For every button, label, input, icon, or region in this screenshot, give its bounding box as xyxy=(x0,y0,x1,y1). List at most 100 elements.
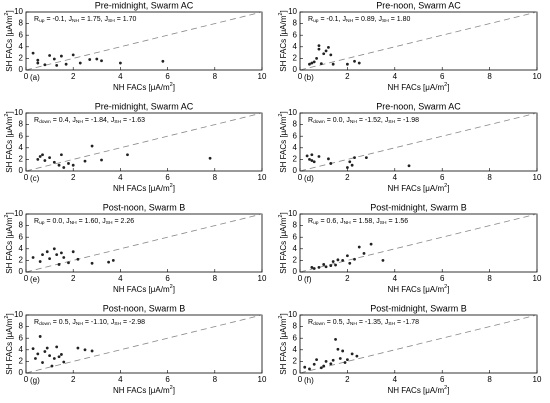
y-tick-label: 10 xyxy=(288,209,297,218)
text-part: NH FACs [μA/m xyxy=(388,184,445,193)
text-part: ] xyxy=(173,184,175,193)
scatter-point xyxy=(126,153,129,157)
scatter-point xyxy=(312,60,316,64)
annotation: Rdown = 0.5, JNH = -1.10, JSH = -2.98 xyxy=(34,319,145,327)
text-part: SH FACs [μA/m xyxy=(5,116,14,173)
scatter-point xyxy=(111,259,115,262)
scatter-point xyxy=(317,44,321,48)
text-part: ] xyxy=(447,83,449,92)
x-tick-label: 2 xyxy=(71,375,76,384)
panel-label: (f) xyxy=(304,275,312,284)
reference-line xyxy=(299,314,538,374)
x-tick-label: 8 xyxy=(487,72,492,81)
panel-label: (a) xyxy=(30,73,40,82)
y-tick-label: 10 xyxy=(288,7,297,16)
annotation: Rup = -0.1, JNH = 1.75, JSH = 1.70 xyxy=(34,16,137,24)
y-tick-label: 0 xyxy=(19,166,24,175)
text-part: ] xyxy=(447,386,449,395)
scatter-point xyxy=(50,364,54,368)
scatter-point xyxy=(36,58,40,62)
scatter-point xyxy=(312,267,316,270)
scatter-point xyxy=(36,61,40,65)
y-tick-label: 8 xyxy=(19,221,24,230)
y-tick-label: 10 xyxy=(14,108,23,117)
scatter-point xyxy=(336,347,340,351)
x-tick-label: 4 xyxy=(393,173,398,182)
y-tick-label: 6 xyxy=(293,232,298,241)
text-script: 2 xyxy=(170,183,173,189)
x-tick-label: 2 xyxy=(71,274,76,283)
reference-line xyxy=(25,11,263,71)
text-part: ] xyxy=(173,386,175,395)
scatter-point xyxy=(60,353,63,356)
scatter-point xyxy=(319,366,323,370)
scatter-point xyxy=(341,349,345,353)
x-tick-label: 10 xyxy=(533,274,542,283)
text-part: NH FACs [μA/m xyxy=(388,386,445,395)
text-part: SH FACs [μA/m xyxy=(279,116,288,173)
x-axis-label: NH FACs [μA/m2] xyxy=(113,284,175,294)
text-script: SH xyxy=(380,220,387,226)
plot-frame xyxy=(299,11,538,71)
y-axis-label: SH FACs [μA/m2] xyxy=(4,10,14,72)
scatter-point xyxy=(315,358,318,362)
plot-frame xyxy=(25,213,263,273)
panel-title: Pre-midnight, Swarm AC xyxy=(95,0,194,10)
scatter-point xyxy=(369,242,373,246)
text-script: 2 xyxy=(444,284,447,290)
text-part: NH FACs [μA/m xyxy=(388,83,445,92)
x-tick-label: 0 xyxy=(24,72,29,81)
x-tick-label: 8 xyxy=(487,274,492,283)
scatter-point xyxy=(346,166,349,169)
scatter-point xyxy=(71,163,75,167)
text-part: = -1.78 xyxy=(395,319,419,326)
scatter-point xyxy=(317,47,321,51)
text-part: R xyxy=(308,218,313,225)
text-part: = 1.58, J xyxy=(351,218,380,225)
y-tick-label: 10 xyxy=(14,310,23,319)
x-tick-label: 6 xyxy=(440,72,445,81)
text-script: 2 xyxy=(278,113,284,116)
annotation: Rup = 0.0, JNH = 1.60, JSH = 2.26 xyxy=(34,218,134,226)
scatter-point xyxy=(329,53,333,57)
y-tick-label: 2 xyxy=(293,357,298,366)
text-part: SH FACs [μA/m xyxy=(279,15,288,72)
text-part: ] xyxy=(5,313,14,315)
annotation: Rdown = 0.0, JNH = -1.52, JSH = -1.98 xyxy=(308,117,419,125)
scatter-point xyxy=(107,260,110,264)
scatter-point xyxy=(45,250,49,254)
x-tick-label: 10 xyxy=(258,72,267,81)
y-tick-label: 8 xyxy=(19,19,24,28)
text-part: ] xyxy=(279,212,288,214)
scatter-point xyxy=(57,355,61,359)
scatter-point xyxy=(55,63,59,67)
scatter-point xyxy=(322,364,326,368)
y-axis-label: SH FACs [μA/m2] xyxy=(4,212,14,274)
x-tick-label: 0 xyxy=(24,274,29,283)
text-script: NH xyxy=(70,220,78,226)
text-part: ] xyxy=(447,184,449,193)
y-tick-label: 0 xyxy=(293,65,298,74)
scatter-point xyxy=(31,347,35,351)
reference-line xyxy=(25,112,263,172)
x-tick-label: 6 xyxy=(165,72,170,81)
scatter-point xyxy=(90,144,94,148)
y-tick-label: 6 xyxy=(19,30,24,39)
scatter-point xyxy=(52,160,56,164)
panel-label: (b) xyxy=(304,73,314,82)
text-script: 2 xyxy=(444,385,447,391)
reference-line xyxy=(25,314,263,374)
scatter-point xyxy=(327,157,330,161)
y-tick-label: 2 xyxy=(293,155,298,164)
text-script: 2 xyxy=(444,183,447,189)
text-part: ] xyxy=(5,10,14,12)
scatter-point xyxy=(341,259,345,262)
x-tick-label: 4 xyxy=(118,375,123,384)
scatter-point xyxy=(57,263,61,266)
y-axis-label: SH FACs [μA/m2] xyxy=(278,313,288,375)
text-part: = -1.63 xyxy=(121,117,145,124)
scatter-point xyxy=(317,155,321,158)
text-part: = 1.56 xyxy=(387,218,409,225)
x-tick-label: 0 xyxy=(298,72,303,81)
panel-label: (g) xyxy=(30,376,40,385)
